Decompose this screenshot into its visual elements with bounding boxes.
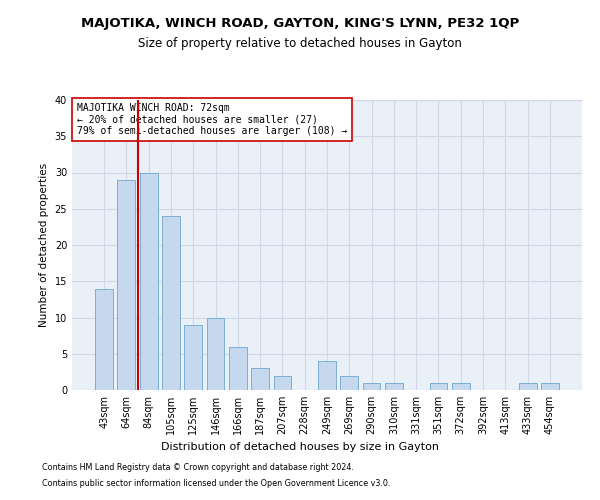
Bar xyxy=(118,180,136,390)
Text: Size of property relative to detached houses in Gayton: Size of property relative to detached ho… xyxy=(138,38,462,51)
Bar xyxy=(518,383,536,390)
Bar xyxy=(452,383,470,390)
Text: Contains HM Land Registry data © Crown copyright and database right 2024.: Contains HM Land Registry data © Crown c… xyxy=(42,464,354,472)
Bar xyxy=(362,383,380,390)
Bar xyxy=(430,383,448,390)
Y-axis label: Number of detached properties: Number of detached properties xyxy=(39,163,49,327)
Text: MAJOTIKA, WINCH ROAD, GAYTON, KING'S LYNN, PE32 1QP: MAJOTIKA, WINCH ROAD, GAYTON, KING'S LYN… xyxy=(81,18,519,30)
Bar xyxy=(274,376,292,390)
Bar xyxy=(251,368,269,390)
Bar xyxy=(140,172,158,390)
Bar xyxy=(206,318,224,390)
Text: Contains public sector information licensed under the Open Government Licence v3: Contains public sector information licen… xyxy=(42,478,391,488)
Bar xyxy=(95,288,113,390)
Bar xyxy=(162,216,180,390)
Text: MAJOTIKA WINCH ROAD: 72sqm
← 20% of detached houses are smaller (27)
79% of semi: MAJOTIKA WINCH ROAD: 72sqm ← 20% of deta… xyxy=(77,103,347,136)
Bar xyxy=(184,325,202,390)
Text: Distribution of detached houses by size in Gayton: Distribution of detached houses by size … xyxy=(161,442,439,452)
Bar xyxy=(385,383,403,390)
Bar xyxy=(318,361,336,390)
Bar xyxy=(541,383,559,390)
Bar xyxy=(340,376,358,390)
Bar xyxy=(229,346,247,390)
